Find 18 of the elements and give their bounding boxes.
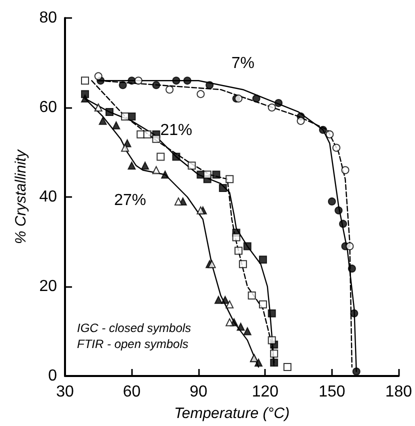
y-tick-label: 60 bbox=[39, 99, 58, 116]
x-tick-label: 90 bbox=[190, 384, 208, 400]
x-axis-title: Temperature (°C) bbox=[174, 405, 290, 422]
x-tick-label: 60 bbox=[122, 384, 141, 400]
series-label: 21% bbox=[160, 122, 192, 140]
y-tick-label: 80 bbox=[39, 10, 58, 26]
y-tick-label: 20 bbox=[39, 278, 58, 295]
y-tick-label: 0 bbox=[48, 368, 58, 384]
annotation: IGC - closed symbols bbox=[77, 321, 192, 335]
x-tick-label: 120 bbox=[252, 384, 279, 400]
series-label: 27% bbox=[114, 192, 146, 210]
annotation: FTIR - open symbols bbox=[77, 337, 188, 351]
series-label: 7% bbox=[231, 55, 255, 72]
x-tick-label: 30 bbox=[56, 384, 74, 400]
x-tick-label: 180 bbox=[385, 384, 412, 400]
y-tick-label: 40 bbox=[39, 188, 58, 206]
x-tick-label: 150 bbox=[318, 384, 346, 400]
y-axis-title: % Crystallinity bbox=[12, 148, 30, 244]
